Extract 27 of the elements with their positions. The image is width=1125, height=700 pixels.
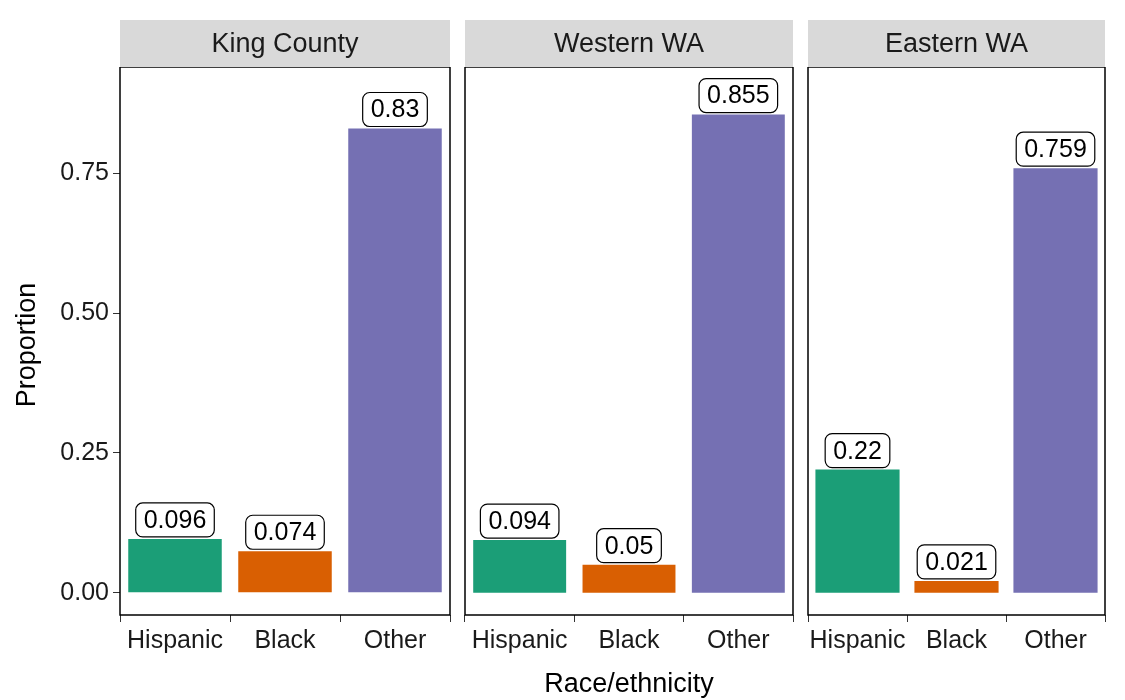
x-tick-label: Black xyxy=(598,624,661,653)
data-label: 0.094 xyxy=(488,505,552,534)
data-label: 0.021 xyxy=(925,546,988,575)
y-axis-title: Proportion xyxy=(10,282,42,408)
data-label: 0.22 xyxy=(833,435,882,464)
data-label: 0.05 xyxy=(604,530,654,559)
x-tick-label: Black xyxy=(254,624,317,653)
x-tick-label: Hispanic xyxy=(809,624,906,653)
x-tick-label: Black xyxy=(925,624,988,653)
chart-title: Western WA xyxy=(465,20,793,67)
data-label: 0.83 xyxy=(370,94,420,123)
x-tick-label: Other xyxy=(707,624,770,653)
data-label: 0.855 xyxy=(707,80,770,109)
chart-title: Eastern WA xyxy=(808,20,1105,67)
data-label: 0.759 xyxy=(1024,134,1087,163)
chart-title: King County xyxy=(120,20,450,67)
data-label: 0.096 xyxy=(143,504,207,533)
y-tick-label: 0.75 xyxy=(60,157,109,186)
x-tick-label: Hispanic xyxy=(127,624,223,653)
x-tick-label: Hispanic xyxy=(471,624,568,653)
y-tick-label: 0.25 xyxy=(60,436,109,465)
x-tick-label: Other xyxy=(1024,624,1087,653)
y-tick-label: 0.50 xyxy=(60,296,109,325)
data-label: 0.074 xyxy=(253,517,317,546)
x-tick-label: Other xyxy=(363,624,427,653)
x-axis-title: Race/ethnicity xyxy=(544,668,714,699)
y-tick-label: 0.00 xyxy=(60,576,109,605)
